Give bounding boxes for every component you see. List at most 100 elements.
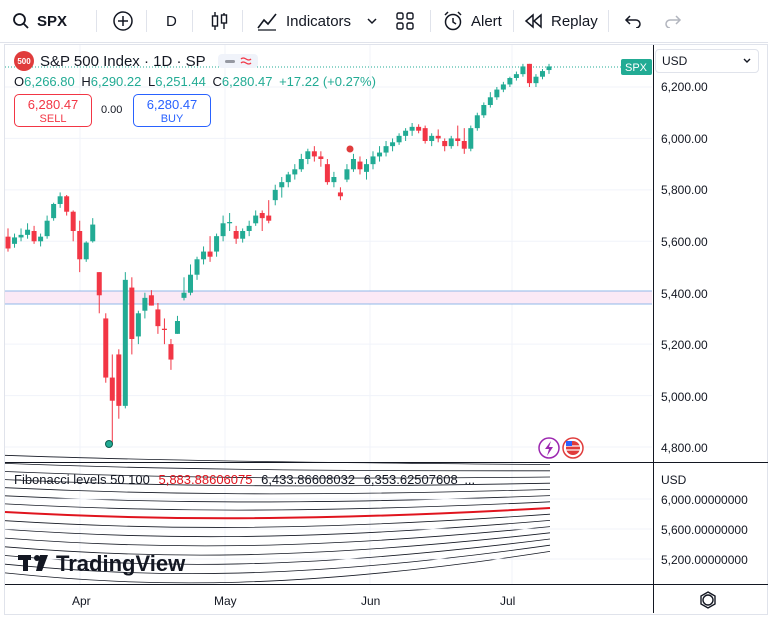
indicators-icon	[257, 13, 277, 31]
candle-body	[396, 135, 402, 143]
candle-body	[357, 161, 363, 170]
candle-body	[298, 159, 304, 170]
candle-body	[44, 220, 50, 237]
time-label-apr: Apr	[72, 594, 91, 608]
candle-body	[188, 274, 194, 293]
candle-body	[494, 89, 500, 98]
open-key: O	[14, 74, 25, 89]
price-label-5000: 5,000.00	[661, 390, 708, 404]
fib-level-line	[4, 544, 551, 575]
symbol-label: SPX	[37, 12, 68, 30]
candle-body	[18, 234, 24, 238]
replay-button[interactable]: Replay	[524, 0, 598, 42]
symbol-search-button[interactable]: SPX	[12, 0, 67, 42]
legend-title[interactable]: 500 S&P 500 Index · 1D · SP	[14, 51, 258, 71]
replay-label: Replay	[551, 12, 598, 30]
candle-body	[227, 222, 233, 224]
candle-body	[168, 344, 174, 360]
indicator-name: Fibonacci levels 50 100	[14, 472, 150, 487]
low-key: L	[147, 74, 156, 89]
low-marker[interactable]	[105, 440, 113, 448]
fib-level-line	[4, 551, 551, 584]
interval-button[interactable]: D	[166, 0, 177, 42]
redo-button[interactable]	[664, 0, 682, 42]
indicator-legend[interactable]: Fibonacci levels 50 100 5,883.88606075 6…	[14, 472, 475, 487]
time-label-jun: Jun	[361, 594, 381, 608]
candle-body	[220, 223, 226, 237]
indicators-button[interactable]: Indicators	[256, 0, 351, 42]
low-value: 6,251.44	[155, 74, 206, 89]
fib-level-line	[4, 520, 551, 538]
symbol-description: S&P 500 Index · 1D · SP	[40, 52, 206, 70]
fib-level-line	[4, 526, 551, 547]
buy-button[interactable]: 6,280.47 BUY	[133, 94, 211, 127]
spread-value: 0.00	[101, 104, 123, 116]
highlight-zone	[5, 291, 652, 304]
fib-level-line	[4, 487, 551, 495]
candle-body	[148, 295, 154, 306]
time-label-jul: Jul	[500, 594, 516, 608]
chart-type-button[interactable]	[210, 0, 230, 42]
candle-body	[461, 141, 467, 149]
undo-icon	[624, 15, 641, 28]
candle-body	[487, 97, 493, 105]
close-key: C	[212, 74, 222, 89]
currency-selector[interactable]: USD	[655, 49, 759, 73]
candle-body	[240, 231, 246, 239]
candle-body	[500, 84, 506, 90]
sell-price: 6,280.47	[27, 97, 79, 112]
candle-body	[83, 242, 89, 260]
index-logo: 500	[14, 51, 34, 71]
last-symbol-badge	[621, 59, 652, 75]
candle-body	[161, 328, 167, 330]
candle-body	[253, 215, 259, 224]
compare-button[interactable]	[112, 0, 134, 42]
fib-level-line	[4, 463, 551, 472]
sell-button[interactable]: 6,280.47 SELL	[14, 94, 92, 127]
currency-label: USD	[662, 54, 688, 68]
candle-body	[135, 313, 141, 337]
alert-button[interactable]: Alert	[442, 0, 502, 42]
candle-body	[513, 74, 519, 78]
candle-body	[481, 105, 487, 116]
candle-body	[292, 169, 298, 175]
candle-body	[546, 66, 552, 71]
indicator-ellipsis: ...	[464, 472, 476, 487]
sell-label: SELL	[39, 113, 67, 125]
price-label-6000: 6,000.00	[661, 132, 708, 146]
gear-icon[interactable]	[700, 591, 716, 609]
minus-icon	[224, 60, 235, 63]
candle-body	[5, 236, 11, 249]
candle-body	[377, 152, 383, 157]
indicator-value-1: 5,883.88606075	[158, 472, 253, 487]
alarm-clock-icon	[444, 11, 462, 31]
candle-body	[116, 354, 122, 406]
candle-body	[409, 126, 415, 131]
candle-body	[64, 196, 70, 212]
price-label-6200: 6,200.00	[661, 80, 708, 94]
tradingview-logo-icon	[18, 555, 48, 571]
candle-body	[201, 251, 207, 260]
candle-body	[337, 192, 343, 197]
fib-level-line	[4, 538, 551, 565]
candle-body	[279, 182, 285, 188]
hide-toggle[interactable]	[217, 54, 258, 68]
close-value: 6,280.47	[221, 74, 273, 89]
change-value: +17.22 (+0.27%)	[279, 74, 376, 89]
candle-body	[266, 215, 272, 221]
rewind-icon	[524, 13, 542, 29]
price-label-5400: 5,400.00	[661, 287, 708, 301]
undo-button[interactable]	[624, 0, 642, 42]
layout-button[interactable]	[395, 0, 415, 42]
templates-dropdown[interactable]	[366, 0, 378, 42]
candle-body	[70, 211, 76, 231]
candle-body	[403, 130, 409, 136]
candle-body	[155, 309, 161, 327]
interval-label: D	[166, 12, 177, 30]
event-marker[interactable]	[346, 145, 354, 153]
candle-body	[416, 126, 422, 131]
candle-body	[324, 164, 330, 183]
top-toolbar: SPX D Indicators Alert Replay	[0, 0, 768, 43]
candle-body	[350, 159, 356, 170]
